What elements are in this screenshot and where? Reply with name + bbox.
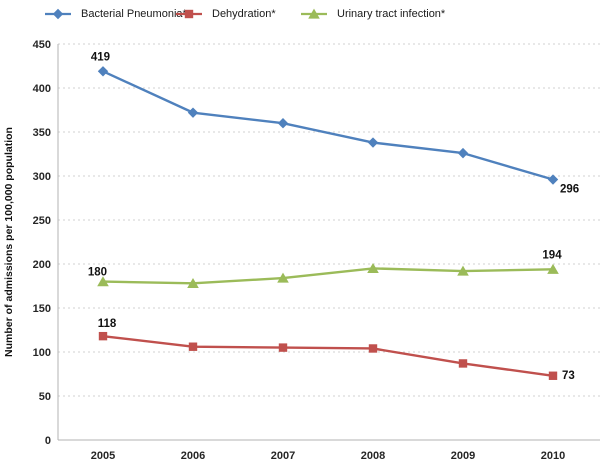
data-point-dehydration-2006 — [188, 342, 198, 351]
x-tick-label-2005: 2005 — [91, 450, 115, 462]
series-bacterial-pneumonia — [97, 66, 559, 185]
y-tick-label-0: 0 — [45, 435, 51, 447]
data-label-urinary-tract-infection-2010: 194 — [542, 249, 562, 261]
data-point-urinary-tract-infection-2005 — [97, 276, 109, 287]
y-axis-title: Number of admissions per 100,000 populat… — [3, 127, 15, 357]
chart-legend: Bacterial Pneumonia* Dehydration* Urinar… — [0, 5, 600, 25]
data-point-dehydration-2010 — [548, 371, 558, 380]
x-tick-label-2007: 2007 — [271, 450, 295, 462]
series-line-urinary-tract-infection — [101, 267, 555, 285]
data-point-dehydration-2009 — [458, 359, 468, 368]
data-label-urinary-tract-infection-2005: 180 — [88, 267, 107, 279]
data-point-bacterial-pneumonia-2008 — [367, 137, 379, 148]
y-tick-label-450: 450 — [33, 39, 51, 51]
y-tick-label-250: 250 — [33, 215, 51, 227]
x-tick-label-2008: 2008 — [361, 450, 385, 462]
legend-item-bacterial-pneumonia: Bacterial Pneumonia* — [44, 5, 187, 23]
data-label-dehydration-2010: 73 — [562, 370, 575, 382]
legend-marker-shape-urinary-tract-infection — [308, 8, 320, 19]
data-point-bacterial-pneumonia-2009 — [457, 147, 469, 159]
x-tick-label-2006: 2006 — [181, 450, 205, 462]
data-point-urinary-tract-infection-2009 — [457, 265, 469, 276]
x-tick-label-2010: 2010 — [541, 450, 565, 462]
legend-triangle-marker-icon — [301, 8, 327, 19]
y-tick-label-200: 200 — [33, 259, 51, 271]
data-point-bacterial-pneumonia-2007 — [277, 118, 289, 129]
data-label-bacterial-pneumonia-2005: 419 — [91, 51, 110, 63]
y-tick-label-300: 300 — [33, 171, 51, 183]
data-point-bacterial-pneumonia-2005 — [97, 66, 109, 77]
y-tick-label-150: 150 — [33, 303, 51, 315]
legend-marker-shape-dehydration — [184, 9, 194, 19]
data-label-dehydration-2005: 118 — [98, 318, 117, 330]
legend-label-bacterial-pneumonia: Bacterial Pneumonia* — [81, 8, 187, 20]
data-point-dehydration-2005 — [98, 331, 108, 341]
series-urinary-tract-infection — [97, 263, 559, 288]
data-point-urinary-tract-infection-2006 — [187, 277, 199, 288]
legend-square-marker-icon — [176, 9, 202, 19]
data-point-bacterial-pneumonia-2006 — [187, 107, 199, 118]
data-point-bacterial-pneumonia-2010 — [547, 174, 559, 185]
legend-item-dehydration: Dehydration* — [175, 5, 276, 23]
series-line-dehydration — [101, 334, 555, 377]
data-point-dehydration-2007 — [278, 343, 288, 352]
series-dehydration — [98, 331, 558, 380]
data-label-bacterial-pneumonia-2010: 296 — [560, 184, 579, 196]
data-point-urinary-tract-infection-2008 — [367, 263, 379, 273]
legend-label-dehydration: Dehydration* — [212, 8, 276, 20]
data-point-dehydration-2008 — [368, 344, 378, 353]
data-point-urinary-tract-infection-2010 — [547, 263, 559, 274]
y-tick-label-100: 100 — [33, 347, 51, 359]
legend-item-urinary-tract-infection: Urinary tract infection* — [300, 5, 445, 23]
data-point-urinary-tract-infection-2007 — [277, 272, 289, 283]
y-tick-label-400: 400 — [33, 83, 51, 95]
y-tick-label-50: 50 — [39, 391, 51, 403]
y-tick-label-350: 350 — [33, 127, 51, 139]
series-line-bacterial-pneumonia — [101, 70, 555, 181]
x-tick-label-2009: 2009 — [451, 450, 475, 462]
legend-diamond-marker-icon — [45, 8, 71, 20]
legend-marker-shape-bacterial-pneumonia — [52, 8, 64, 20]
legend-label-urinary-tract-infection: Urinary tract infection* — [337, 8, 446, 20]
